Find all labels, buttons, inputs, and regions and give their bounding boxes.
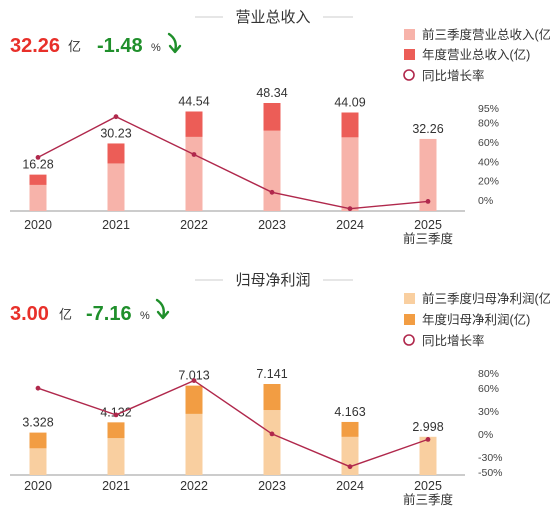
bar-partial-2020: [29, 448, 47, 475]
x-tick-label-2020: 2020: [24, 218, 52, 232]
chart2-plot-area: 3.328 2020 4.132 2021 7.013 2022 7.141 2023 4.16…: [10, 367, 503, 507]
chart1-down-arrow-icon: [167, 32, 182, 54]
data-label-2020: 3.328: [22, 416, 53, 430]
growth-point-2023: [269, 431, 275, 437]
chart1-legend-swatch-partial: [404, 29, 415, 40]
chart2-legend-label-annual: 年度归母净利润(亿): [422, 312, 530, 327]
growth-point-2022: [191, 378, 197, 383]
bar-partial-2024: [341, 137, 359, 211]
y-right-tick-label: 40%: [478, 156, 499, 168]
chart2-legend-label-growth: 同比增长率: [422, 333, 485, 348]
chart2-headline-value: 3.00: [10, 303, 49, 325]
chart2-headline-change-unit: %: [140, 310, 150, 322]
bar-partial-2023: [263, 130, 281, 211]
chart1-headline-unit: 亿: [68, 39, 81, 54]
x-tick-label-2020: 2020: [24, 479, 52, 493]
bar-partial-2025: [419, 436, 437, 475]
data-label-2024: 44.09: [334, 95, 365, 109]
chart1-headline-value: 32.26: [10, 35, 60, 57]
growth-point-2024: [347, 206, 353, 212]
growth-point-2024: [347, 464, 353, 470]
x-tick-sublabel-2025: 前三季度: [403, 492, 454, 507]
chart1-headline-change-unit: %: [151, 42, 161, 54]
y-right-tick-label: 80%: [478, 118, 499, 130]
x-tick-label-2023: 2023: [258, 479, 286, 493]
x-tick-label-2025: 2025: [414, 218, 442, 232]
chart2-legend-label-partial: 前三季度归母净利润(亿): [422, 291, 550, 306]
data-label-2025: 2.998: [412, 420, 443, 434]
y-right-tick-label: 0%: [478, 195, 493, 207]
y-right-tick-label: -50%: [478, 467, 503, 479]
y-right-tick-label: 30%: [478, 406, 499, 418]
bar-partial-2021: [107, 438, 125, 475]
growth-point-2025: [425, 199, 431, 204]
data-label-2022: 44.54: [178, 94, 209, 108]
y-right-tick-label: 80%: [478, 368, 499, 380]
chart2-legend-swatch-annual: [404, 314, 415, 325]
chart1-legend-label-partial: 前三季度营业总收入(亿): [422, 27, 550, 42]
x-tick-label-2021: 2021: [102, 218, 130, 232]
chart1-legend-label-annual: 年度营业总收入(亿): [422, 47, 530, 62]
y-right-tick-label: -30%: [478, 452, 503, 464]
chart2-headline-change: -7.16: [86, 303, 132, 325]
y-right-tick-label: 0%: [478, 429, 493, 441]
chart2-down-arrow-icon: [155, 298, 170, 320]
chart2-legend-marker-growth: [403, 334, 415, 346]
data-label-2024: 4.163: [334, 405, 365, 419]
y-right-tick-label: 20%: [478, 176, 499, 188]
chart1-legend-marker-growth: [403, 69, 415, 81]
chart2-headline-unit: 亿: [59, 307, 72, 322]
y-right-tick-label: 60%: [478, 137, 499, 149]
bar-partial-2022: [185, 136, 203, 211]
data-label-2021: 30.23: [100, 126, 131, 140]
growth-point-2023: [269, 189, 275, 195]
y-right-tick-label: 95%: [478, 103, 499, 115]
growth-point-2021: [113, 114, 119, 120]
growth-point-2022: [191, 152, 197, 157]
y-right-tick-label: 60%: [478, 383, 499, 395]
x-tick-label-2024: 2024: [336, 218, 364, 232]
chart2-title: 归母净利润: [235, 272, 310, 289]
x-tick-label-2025: 2025: [414, 479, 442, 493]
x-tick-label-2022: 2022: [180, 479, 208, 493]
bar-partial-2020: [29, 184, 47, 211]
chart1-legend-swatch-annual: [404, 49, 415, 60]
x-tick-label-2022: 2022: [180, 218, 208, 232]
data-label-2020: 16.28: [22, 158, 53, 172]
growth-point-2021: [113, 412, 119, 418]
chart1-legend-label-growth: 同比增长率: [422, 68, 485, 83]
data-label-2025: 32.26: [412, 122, 443, 136]
data-label-2023: 7.141: [256, 367, 287, 381]
data-label-2021: 4.132: [100, 405, 131, 419]
data-label-2022: 7.013: [178, 369, 209, 383]
bar-partial-2021: [107, 163, 125, 211]
bar-partial-2022: [185, 413, 203, 475]
chart1-headline-change: -1.48: [97, 35, 143, 57]
bar-partial-2025: [419, 138, 437, 211]
data-label-2023: 48.34: [256, 86, 287, 100]
bar-partial-2023: [263, 410, 281, 475]
x-tick-label-2024: 2024: [336, 479, 364, 493]
growth-rate-line: [37, 115, 429, 210]
x-tick-label-2023: 2023: [258, 218, 286, 232]
x-tick-sublabel-2025: 前三季度: [403, 231, 454, 246]
chart1-plot-area: 16.28 2020 30.23 2021 44.54 2022 48.34 2023 44.0…: [10, 86, 499, 246]
growth-point-2020: [35, 155, 41, 160]
bar-partial-2024: [341, 436, 359, 475]
growth-point-2020: [35, 385, 41, 391]
chart2-legend-swatch-partial: [404, 293, 415, 304]
growth-rate-line: [37, 379, 429, 468]
growth-point-2025: [425, 437, 431, 442]
x-tick-label-2021: 2021: [102, 479, 130, 493]
chart1-title: 营业总收入: [235, 9, 310, 26]
